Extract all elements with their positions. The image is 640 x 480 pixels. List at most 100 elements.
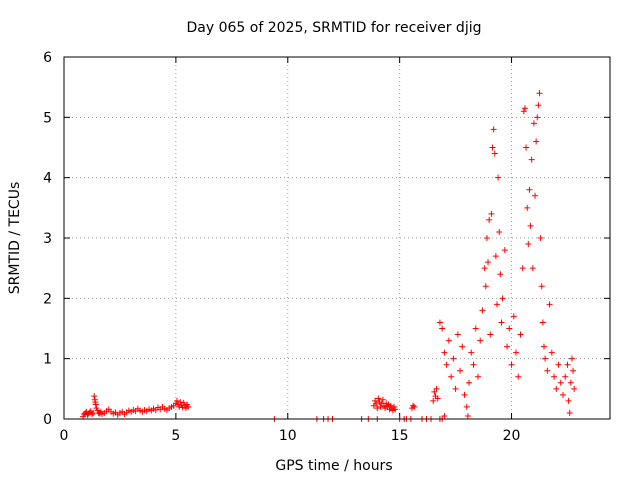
data-point — [555, 361, 562, 368]
data-point — [526, 186, 533, 193]
data-point — [466, 379, 473, 386]
data-point — [523, 144, 530, 151]
data-point — [570, 367, 577, 374]
y-tick-label: 2 — [43, 291, 52, 307]
data-point — [430, 397, 437, 404]
data-point — [520, 108, 527, 115]
x-tick-label: 20 — [503, 428, 521, 444]
data-point — [375, 395, 382, 402]
data-point — [482, 283, 489, 290]
data-point — [508, 361, 515, 368]
data-point — [379, 396, 386, 403]
data-point — [88, 411, 95, 418]
data-point — [568, 355, 575, 362]
data-point — [537, 235, 544, 241]
data-point — [92, 401, 99, 408]
data-point — [564, 361, 571, 368]
data-point — [497, 271, 504, 278]
data-point — [450, 355, 457, 362]
data-point — [492, 253, 499, 260]
data-point — [548, 349, 555, 356]
data-point — [513, 349, 520, 356]
plot-area-frame — [63, 56, 611, 420]
data-point — [468, 349, 475, 356]
data-point — [443, 361, 450, 368]
data-point — [441, 349, 448, 356]
data-point — [372, 397, 379, 404]
data-points — [80, 90, 578, 422]
data-point — [533, 138, 540, 145]
data-point — [519, 265, 526, 272]
data-point — [527, 222, 534, 229]
data-point — [517, 331, 524, 338]
data-point — [91, 393, 98, 400]
x-tick-label: 10 — [279, 428, 297, 444]
data-point — [436, 319, 443, 326]
data-point — [377, 403, 384, 410]
data-point — [542, 355, 549, 362]
data-point — [510, 313, 517, 320]
data-point — [486, 216, 493, 223]
y-tick-label: 5 — [43, 110, 52, 126]
data-point — [474, 373, 481, 380]
data-point — [532, 192, 539, 199]
data-point — [488, 210, 495, 217]
data-point — [534, 114, 541, 121]
data-point — [498, 319, 505, 326]
data-point — [530, 120, 537, 127]
chart-title: Day 065 of 2025, SRMTID for receiver dji… — [187, 20, 482, 36]
data-point — [566, 409, 573, 416]
data-point — [521, 105, 528, 112]
data-point — [501, 247, 508, 254]
data-point — [536, 90, 543, 97]
x-tick-label: 15 — [391, 428, 409, 444]
data-point — [551, 373, 558, 380]
data-point — [439, 325, 446, 332]
data-point — [528, 156, 535, 163]
data-point — [470, 361, 477, 368]
data-point — [490, 126, 497, 133]
data-point — [479, 307, 486, 314]
data-point — [515, 373, 522, 380]
y-tick-label: 6 — [43, 50, 52, 66]
data-point — [524, 204, 531, 211]
data-point — [529, 265, 536, 272]
data-point — [452, 385, 459, 392]
data-point — [491, 150, 498, 157]
data-point — [373, 400, 380, 407]
data-point — [472, 325, 479, 332]
data-point — [441, 412, 448, 419]
data-point — [535, 102, 542, 109]
data-point — [567, 379, 574, 386]
data-point — [506, 325, 513, 332]
data-point — [525, 241, 532, 248]
data-point — [553, 385, 560, 392]
data-point — [445, 337, 452, 344]
data-point — [174, 397, 181, 404]
data-point — [448, 373, 455, 380]
data-point — [434, 395, 441, 402]
data-point — [392, 406, 399, 413]
data-point — [496, 228, 503, 235]
y-tick-label: 0 — [43, 412, 52, 428]
data-point — [374, 405, 381, 412]
y-axis-label: SRMTID / TECUs — [7, 182, 23, 295]
data-point — [433, 385, 440, 392]
data-point — [485, 259, 492, 266]
data-point — [185, 403, 192, 410]
y-tick-label: 4 — [43, 171, 52, 187]
data-point — [546, 301, 553, 308]
data-point — [481, 265, 488, 272]
grid — [64, 57, 610, 419]
data-point — [431, 388, 438, 395]
data-point — [538, 283, 545, 290]
data-point — [487, 331, 494, 338]
data-point — [571, 385, 578, 392]
data-point — [457, 367, 464, 374]
x-tick-label: 5 — [171, 428, 180, 444]
x-axis-label: GPS time / hours — [275, 458, 392, 474]
y-tick-label: 1 — [43, 352, 52, 368]
data-point — [539, 319, 546, 326]
